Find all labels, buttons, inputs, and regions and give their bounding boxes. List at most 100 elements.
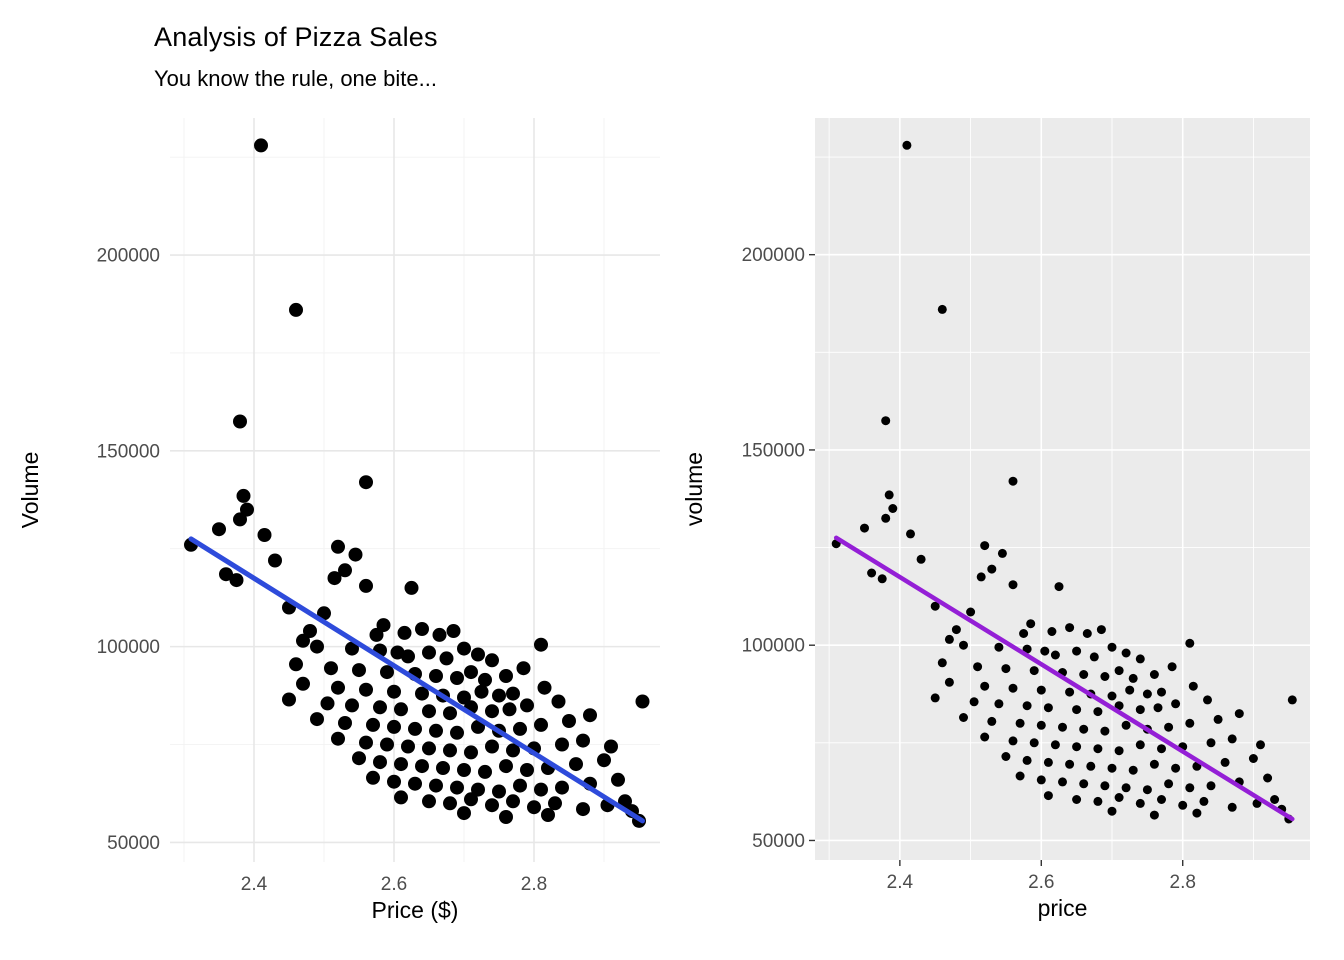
data-point [233, 414, 247, 429]
data-point [380, 737, 394, 752]
data-point [324, 661, 338, 676]
data-point [551, 694, 566, 709]
data-point [1050, 740, 1060, 750]
data-point [345, 698, 359, 713]
data-point [485, 798, 499, 813]
data-point [429, 778, 443, 793]
data-point [492, 688, 506, 703]
data-point [499, 759, 513, 774]
data-point [1149, 759, 1159, 769]
y-tick-label: 50000 [107, 833, 160, 854]
data-point [268, 553, 282, 568]
data-point [387, 719, 401, 734]
data-point [534, 717, 548, 732]
data-point [1206, 738, 1216, 748]
data-point [1089, 652, 1099, 662]
data-point [976, 572, 986, 582]
data-point [348, 547, 363, 562]
data-point [366, 717, 380, 732]
data-point [1100, 781, 1110, 791]
data-point [959, 640, 968, 650]
data-point [1008, 580, 1018, 590]
data-point [1157, 744, 1166, 754]
data-point [1050, 650, 1060, 660]
data-point [1079, 670, 1089, 679]
data-point [373, 755, 387, 770]
data-point [1171, 699, 1181, 709]
data-point [422, 704, 436, 719]
x-tick-label: 2.4 [887, 872, 914, 893]
data-point [860, 523, 869, 533]
data-point [506, 743, 520, 758]
data-point [1107, 806, 1117, 816]
data-point [881, 513, 891, 523]
data-point [1206, 781, 1216, 791]
data-point [980, 732, 990, 742]
data-point [422, 645, 436, 660]
data-point [345, 641, 359, 656]
data-point [1248, 754, 1258, 763]
data-point [457, 806, 471, 821]
data-point [1065, 623, 1075, 633]
data-point [471, 782, 485, 797]
data-point [1093, 707, 1103, 717]
data-point [1086, 761, 1096, 771]
plot-panel [815, 118, 1310, 860]
data-point [289, 657, 303, 672]
chart-title: Analysis of Pizza Sales [154, 22, 438, 52]
data-point [1227, 734, 1237, 744]
data-point [1072, 705, 1082, 715]
data-point [1022, 701, 1032, 711]
left-scatter-chart: 2.4 2.6 2.8 50000 100000 150000 200000 Price ($… [17, 118, 660, 923]
data-point [296, 633, 310, 648]
data-point [446, 624, 461, 638]
data-point [534, 637, 548, 652]
data-point [1121, 648, 1131, 658]
data-point [1001, 752, 1011, 761]
data-point [499, 810, 513, 824]
data-point [464, 745, 478, 760]
y-axis-title: volume [681, 452, 707, 526]
data-point [1072, 742, 1082, 752]
data-point [1199, 796, 1209, 806]
data-point [359, 578, 373, 593]
data-point [1167, 662, 1177, 672]
data-point [930, 693, 940, 703]
data-point [1149, 810, 1159, 820]
data-point [987, 716, 997, 726]
data-point [436, 761, 450, 775]
data-point [373, 700, 387, 715]
data-point [1054, 582, 1064, 592]
data-point [969, 697, 979, 707]
data-point [1256, 740, 1265, 750]
data-point [1058, 777, 1067, 787]
data-point [352, 663, 366, 678]
data-point [422, 794, 436, 809]
data-point [1072, 646, 1082, 656]
data-point [1185, 638, 1195, 648]
data-point [1178, 800, 1188, 810]
data-point [527, 800, 541, 815]
data-point [1058, 722, 1067, 732]
data-point [534, 782, 548, 797]
y-tick-label: 150000 [97, 441, 160, 462]
data-point [443, 743, 457, 758]
data-point [1036, 775, 1046, 785]
data-point [296, 676, 310, 691]
data-point [604, 739, 618, 754]
data-point [951, 625, 961, 635]
data-point [233, 512, 247, 527]
data-point [1107, 642, 1117, 652]
data-point [1072, 795, 1082, 804]
data-point [1121, 783, 1131, 793]
y-tick-label: 50000 [752, 831, 805, 852]
data-point [443, 796, 457, 811]
data-point [1008, 683, 1018, 693]
y-tick-label: 100000 [97, 637, 160, 658]
data-point [1164, 722, 1174, 732]
data-point [478, 764, 492, 779]
data-point [520, 698, 534, 713]
data-point [369, 627, 384, 642]
data-point [303, 624, 317, 638]
data-point [1114, 666, 1124, 676]
